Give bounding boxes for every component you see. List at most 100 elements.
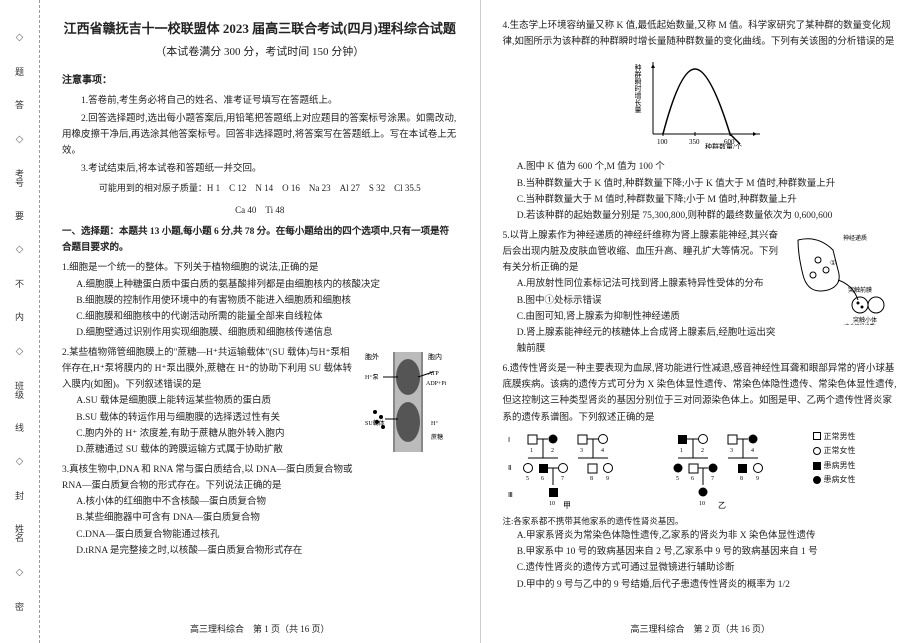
q3-opt-a: A.核小体的红细胞中不含核酸—蛋白质复合物: [62, 494, 458, 510]
diamond-marker: ◇: [16, 567, 24, 578]
q6-opt-a: A.甲家系肾炎为常染色体隐性遗传,乙家系的肾炎为非 X 染色体显性遗传: [503, 528, 899, 544]
margin-label: 题: [13, 67, 26, 76]
q3-opt-d: D.tRNA 是完整接之时,以核酸—蛋白质复合物形式存在: [62, 543, 458, 559]
margin-label: 线: [13, 423, 26, 432]
page-1: 江西省赣抚吉十一校联盟体 2023 届高三联合考试(四月)理科综合试题 （本试卷…: [40, 0, 481, 643]
q6-note: 注:各家系都不携带其他家系的遗传性肾炎基因。: [503, 514, 899, 528]
question-5: 神经递质 突触前膜 突触小体 (内含神经递质) ① 5.以背上腺素作为神经递质的…: [503, 228, 899, 357]
binding-margin: ◇ 题 答 ◇ 考号 要 ◇ 不 内 ◇ 班级 线 ◇ 封 姓名 ◇ 密: [0, 0, 40, 643]
q6-opt-b: B.甲家系中 10 号的致病基因来自 2 号,乙家系中 9 号的致病基因来自 1…: [503, 544, 899, 560]
q3-opt-c: C.DNA—蛋白质复合物能通过核孔: [62, 527, 458, 543]
svg-text:3: 3: [730, 448, 733, 454]
svg-text:8: 8: [590, 476, 593, 482]
q3-stem: 3.真核生物中,DNA 和 RNA 常与蛋白质结合,以 DNA—蛋白质复合物或 …: [62, 462, 458, 494]
pedigree-yi: 1 2 3 4 5 6 7 8 9 10 乙: [658, 430, 793, 510]
q4-opt-d: D.若该种群的起始数量分别是 75,300,800,则种群的最终数量依次为 0,…: [503, 208, 899, 224]
question-1: 1.细胞是一个统一的整体。下列关于植物细胞的说法,正确的是 A.细胞膜上种糖蛋白…: [62, 260, 458, 341]
svg-text:4: 4: [751, 448, 754, 454]
legend-c: 患病男性: [824, 459, 856, 473]
question-3: 3.真核生物中,DNA 和 RNA 常与蛋白质结合,以 DNA—蛋白质复合物或 …: [62, 462, 458, 559]
q3-opt-b: B.某些细胞器中可含有 DNA—蛋白质复合物: [62, 510, 458, 526]
pedigree-legend: 正常男性 正常女性 患病男性 患病女性: [813, 430, 856, 510]
diamond-marker: ◇: [16, 346, 24, 357]
margin-label: 密: [13, 602, 26, 611]
notice-block: 1.答卷前,考生务必将自己的姓名、准考证号填写在答题纸上。 2.回答选择题时,选…: [62, 93, 458, 178]
diamond-marker: ◇: [16, 456, 24, 467]
question-4: 4.生态学上环境容纳量又称 K 值,最低起始数量,又称 M 值。科学家研究了某种…: [503, 18, 899, 224]
legend-b: 正常女性: [824, 444, 856, 458]
legend-d: 患病女性: [824, 473, 856, 487]
svg-text:9: 9: [756, 476, 759, 482]
q1-opt-a: A.细胞膜上种糖蛋白质中蛋白质的氨基酸排列都是由细胞核内的核酸决定: [62, 277, 458, 293]
svg-text:4: 4: [601, 448, 604, 454]
svg-text:ATP: ATP: [428, 371, 439, 377]
margin-label: 不: [13, 279, 26, 288]
question-2: 胞外 胞内 ATP ADP+Pi H⁺泵 SU载体 H⁺ 蔗糖 2.某些植物筛管…: [62, 345, 458, 458]
growth-curve-figure: 100 350 600 种群数量/个 种群瞬时增长量: [503, 54, 899, 155]
svg-text:10: 10: [699, 501, 705, 507]
svg-text:3: 3: [580, 448, 583, 454]
svg-text:①: ①: [830, 259, 836, 267]
q6-opt-d: D.甲中的 9 号与乙中的 9 号结婚,后代子患遗传性肾炎的概率为 1/2: [503, 577, 899, 593]
svg-text:Ⅲ: Ⅲ: [508, 491, 513, 499]
svg-text:H⁺泵: H⁺泵: [365, 374, 379, 381]
notice-item: 1.答卷前,考生务必将自己的姓名、准考证号填写在答题纸上。: [62, 93, 458, 109]
q1-opt-b: B.细胞膜的控制作用使环境中的有害物质不能进入细胞质和细胞核: [62, 293, 458, 309]
svg-text:蔗糖: 蔗糖: [431, 433, 443, 441]
diamond-marker: ◇: [16, 134, 24, 145]
pedigree-container: Ⅰ 1 2 3 4 Ⅱ 5 6 7 8 9 Ⅲ 10 甲: [503, 430, 899, 510]
svg-text:胞外: 胞外: [365, 352, 379, 361]
svg-text:Ⅰ: Ⅰ: [508, 436, 510, 444]
page-footer-2: 高三理科综合 第 2 页（共 16 页）: [481, 622, 920, 637]
q4-stem: 4.生态学上环境容纳量又称 K 值,最低起始数量,又称 M 值。科学家研究了某种…: [503, 18, 899, 50]
svg-text:9: 9: [606, 476, 609, 482]
q1-opt-d: D.细胞壁通过识别作用实现细胞膜、细胞质和细胞核传递信息: [62, 325, 458, 341]
q4-opt-c: C.当种群数量大于 M 值时,种群数量下降;小于 M 值时,种群数量上升: [503, 192, 899, 208]
q4-opt-b: B.当种群数量大于 K 值时,种群数量下降;小于 K 值大于 M 值时,种群数量…: [503, 176, 899, 192]
svg-text:2: 2: [551, 448, 554, 454]
svg-text:ADP+Pi: ADP+Pi: [426, 381, 447, 387]
svg-text:种群瞬时增长量: 种群瞬时增长量: [635, 63, 642, 113]
svg-text:甲: 甲: [563, 501, 571, 510]
diamond-marker: ◇: [16, 32, 24, 43]
margin-label: 内: [13, 312, 26, 321]
svg-text:7: 7: [561, 476, 564, 482]
q4-opt-a: A.图中 K 值为 600 个,M 值为 100 个: [503, 159, 899, 175]
margin-label: 要: [13, 211, 26, 220]
notice-head: 注意事项：: [62, 72, 458, 89]
svg-text:5: 5: [676, 476, 679, 482]
atomic-mass: 可能用到的相对原子质量：H 1 C 12 N 14 O 16 Na 23 Al …: [62, 181, 458, 196]
margin-field: 姓名: [13, 524, 26, 542]
svg-text:1: 1: [680, 448, 683, 454]
q6-opt-c: C.遗传性肾炎的遗传方式可通过显微镜进行辅助诊断: [503, 560, 899, 576]
svg-text:350: 350: [689, 138, 700, 146]
exam-subtitle: （本试卷满分 300 分，考试时间 150 分钟）: [62, 43, 458, 62]
svg-text:乙: 乙: [718, 501, 726, 510]
svg-text:H⁺: H⁺: [431, 420, 439, 427]
q6-stem: 6.遗传性肾炎是一种主要表现为血尿,肾功能进行性减退,感音神经性耳聋和眼部异常的…: [503, 361, 899, 426]
svg-text:突触小体: 突触小体: [853, 316, 877, 324]
svg-text:Ⅱ: Ⅱ: [508, 464, 511, 472]
pedigree-jia: Ⅰ 1 2 3 4 Ⅱ 5 6 7 8 9 Ⅲ 10 甲: [503, 430, 638, 510]
svg-text:8: 8: [740, 476, 743, 482]
svg-text:6: 6: [691, 476, 694, 482]
exam-title: 江西省赣抚吉十一校联盟体 2023 届高三联合考试(四月)理科综合试题: [62, 18, 458, 40]
svg-text:100: 100: [657, 138, 668, 146]
svg-text:神经递质: 神经递质: [843, 234, 867, 242]
margin-field: 班级: [13, 381, 26, 399]
svg-text:5: 5: [526, 476, 529, 482]
margin-label: 封: [13, 491, 26, 500]
svg-text:种群数量/个: 种群数量/个: [705, 142, 742, 149]
page-footer-1: 高三理科综合 第 1 页（共 16 页）: [40, 622, 480, 637]
svg-text:10: 10: [549, 501, 555, 507]
notice-item: 2.回答选择题时,选出每小题答案后,用铅笔把答题纸上对应题目的答案标号涂黑。如需…: [62, 111, 458, 159]
svg-text:胞内: 胞内: [428, 352, 442, 361]
margin-field: 考号: [13, 169, 26, 187]
svg-text:6: 6: [541, 476, 544, 482]
synapse-figure: 神经递质 突触前膜 突触小体 (内含神经递质) ①: [788, 230, 898, 331]
svg-text:突触前膜: 突触前膜: [848, 286, 872, 294]
notice-item: 3.考试结束后,将本试卷和答题纸一并交回。: [62, 161, 458, 177]
svg-text:7: 7: [711, 476, 714, 482]
atomic-mass-2: Ca 40 Ti 48: [62, 203, 458, 218]
membrane-figure: 胞外 胞内 ATP ADP+Pi H⁺泵 SU载体 H⁺ 蔗糖: [363, 347, 458, 463]
